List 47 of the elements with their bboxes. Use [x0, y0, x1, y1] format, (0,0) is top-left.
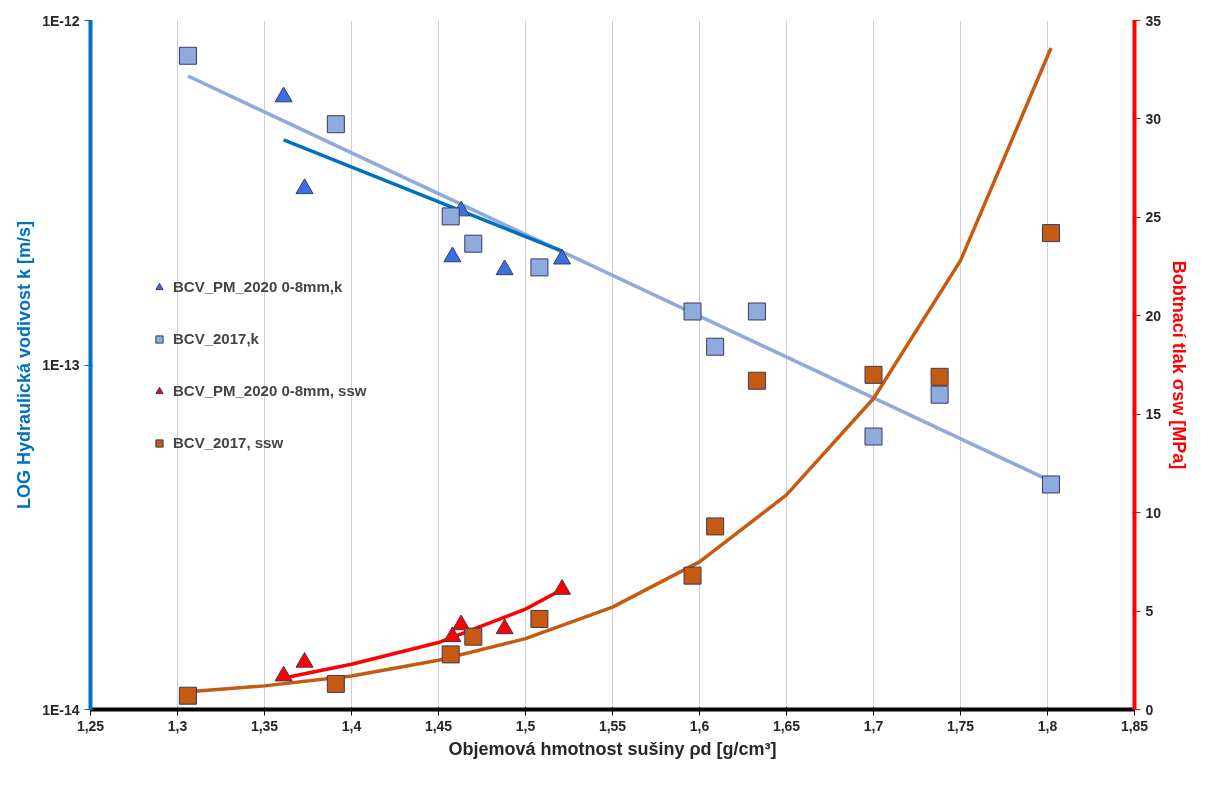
point — [530, 258, 549, 277]
x-tick-label: 1,5 — [515, 717, 536, 734]
y-tick-label: 1E-12 — [42, 12, 80, 29]
legend-label: BCV_PM_2020 0-8mm, ssw — [173, 382, 367, 399]
x-tick-label: 1,45 — [424, 717, 453, 734]
x-tick-label: 1,55 — [598, 717, 627, 734]
point — [553, 248, 572, 265]
legend-label: BCV_2017, ssw — [173, 434, 284, 451]
y-axis-title: LOG Hydraulická vodivost k [m/s] — [14, 220, 35, 510]
x-tick-label: 1,85 — [1120, 717, 1149, 734]
point — [683, 302, 702, 321]
point — [295, 178, 314, 195]
y2-tick-label: 5 — [1145, 603, 1154, 620]
y-tick-label: 1E-13 — [42, 357, 80, 373]
x-tick-label: 1,8 — [1037, 717, 1058, 734]
x-tick-label: 1,35 — [250, 717, 279, 734]
y-tick-label: 1E-14 — [42, 701, 80, 718]
y2-tick-label: 30 — [1145, 110, 1162, 127]
y2-tick-label: 0 — [1145, 701, 1154, 718]
x-tick-label: 1,6 — [689, 717, 710, 734]
point — [443, 246, 462, 263]
point — [747, 302, 766, 321]
legend-label: BCV_PM_2020 0-8mm,k — [173, 278, 343, 295]
x-tick-label: 1,7 — [863, 717, 884, 734]
y2-tick-label: 10 — [1145, 504, 1162, 521]
point — [274, 86, 293, 103]
y2-tick-label: 15 — [1145, 406, 1162, 423]
x-tick-label: 1,65 — [772, 717, 801, 734]
point — [1041, 475, 1060, 494]
x-tick-label: 1,4 — [341, 717, 362, 734]
legend-label: BCV_2017,k — [173, 330, 259, 347]
point — [178, 46, 197, 65]
y2-tick-label: 25 — [1145, 209, 1162, 226]
x-axis-title: Objemová hmotnost sušiny ρd [g/cm³] — [448, 738, 777, 759]
x-tick-label: 1,3 — [167, 717, 188, 734]
point — [326, 115, 345, 134]
point — [495, 259, 514, 276]
y2-tick-label: 35 — [1145, 12, 1162, 29]
point — [930, 385, 949, 404]
point — [864, 427, 883, 446]
y2-tick-label: 20 — [1145, 307, 1162, 324]
x-tick-label: 1,75 — [946, 717, 975, 734]
point — [706, 337, 725, 356]
point — [441, 207, 460, 226]
point — [464, 234, 483, 253]
x-tick-label: 1,25 — [76, 717, 105, 734]
y2-axis-title: Bobtnací tlak σsw [MPa] — [1169, 260, 1190, 470]
